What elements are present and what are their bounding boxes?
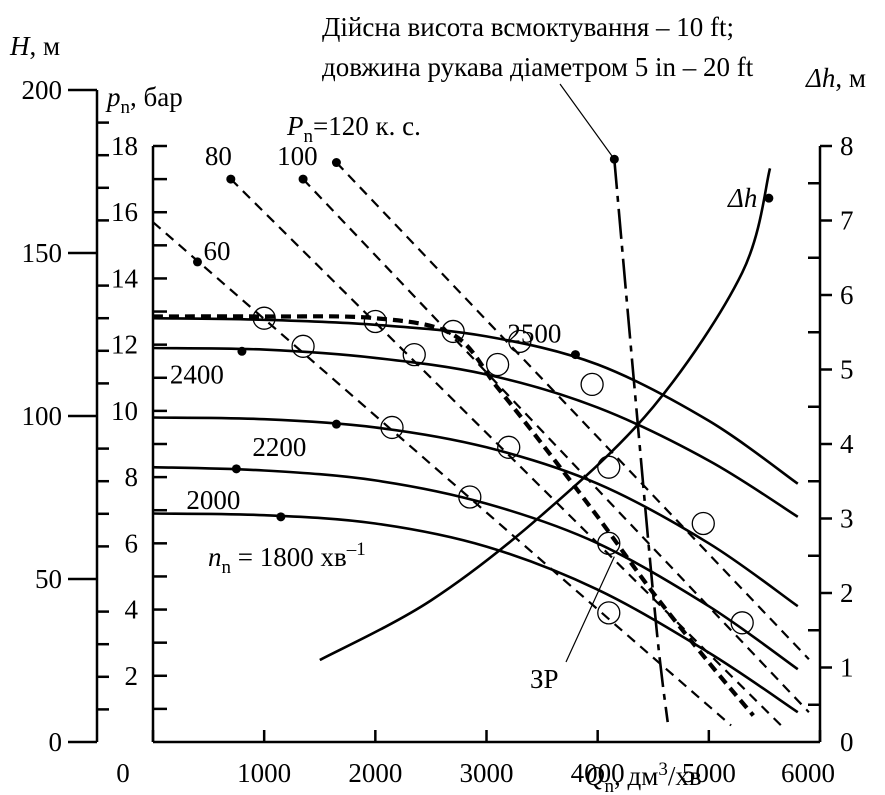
operating-point-circle	[497, 435, 521, 459]
dh-tick-label: 7	[840, 206, 854, 236]
dh-tick-label: 1	[840, 653, 854, 683]
zp-label: ЗР	[530, 664, 559, 694]
y-axis-p-title: pn, бар	[105, 82, 183, 118]
x-tick-label: 3000	[460, 758, 514, 788]
operating-point-circle	[252, 306, 276, 330]
dh-tick-label: 4	[840, 429, 854, 459]
speed-curve-dot	[231, 464, 241, 474]
operating-point-circle	[597, 531, 621, 555]
p-tick-label: 14	[111, 263, 139, 293]
ticks-group: 0 1000 2000 3000 4000 5000 6000246810121416180…	[22, 75, 855, 788]
speed-curve-dot	[276, 512, 286, 522]
speed-curve-label: 2400	[170, 359, 224, 389]
power-line	[335, 161, 810, 660]
speed-curve	[152, 512, 799, 714]
x-tick-label: 6000	[781, 758, 835, 788]
p-tick-label: 16	[111, 197, 138, 227]
dh-tick-label: 0	[840, 727, 854, 757]
speed-curve	[152, 346, 799, 518]
operating-point-circle	[508, 329, 532, 354]
p-tick-label: 2	[125, 661, 139, 691]
operating-point-circle	[441, 319, 465, 344]
y-axis-h-title: H, м	[9, 31, 60, 61]
power-line-label: 60	[203, 236, 230, 266]
p-tick-label: 4	[125, 595, 139, 625]
speed-curve-label: 2000	[186, 485, 240, 515]
power-line-dot	[298, 174, 308, 184]
power-line	[152, 221, 732, 727]
axes-group	[68, 90, 822, 744]
operating-point-circle	[458, 485, 482, 509]
dh-tick-label: 6	[840, 280, 854, 310]
h-tick-label: 200	[22, 75, 63, 105]
operating-point-circle	[597, 601, 621, 625]
annotation-leader	[559, 83, 615, 160]
suction-limit-line	[613, 159, 669, 723]
speed-label-1800: nn = 1800 хв–1	[208, 539, 366, 578]
p-tick-label: 12	[111, 330, 138, 360]
operating-point-circle	[363, 309, 387, 334]
operating-point-circle	[291, 334, 315, 358]
x-tick-label: 5000	[682, 758, 736, 788]
h-tick-label: 50	[35, 564, 62, 594]
speed-curve-dot	[570, 350, 580, 360]
speed-curve	[152, 416, 799, 608]
zp-leader	[565, 556, 615, 663]
operating-point-circle	[380, 415, 404, 440]
speed-curve	[152, 465, 799, 671]
power-label-120: Pn=120 к. с.	[286, 111, 421, 147]
p-tick-label: 8	[125, 462, 139, 492]
zp-curve	[152, 314, 755, 717]
operating-point-circle	[730, 611, 754, 635]
speed-curve-label: 2200	[252, 432, 306, 462]
dh-tick-label: 8	[840, 131, 854, 161]
dh-tick-label: 3	[840, 504, 854, 534]
annotation-line-2: довжина рукава діаметром 5 in – 20 ft	[322, 52, 754, 82]
power-line-label: 100	[277, 141, 318, 171]
power-line	[230, 178, 782, 727]
dh-curve-dot	[764, 193, 774, 203]
data-group: 60 80 100 2000 2200 2400 2500	[152, 83, 810, 727]
dh-curve	[319, 168, 772, 662]
speed-curve-dot	[237, 346, 247, 356]
dh-tick-label: 5	[840, 355, 854, 385]
h-tick-label: 150	[22, 238, 63, 268]
annotation-line-1: Дійсна висота всмоктування – 10 ft;	[322, 12, 734, 42]
operating-point-circle	[597, 455, 621, 479]
speed-curve	[152, 316, 799, 485]
dh-curve-label: Δh	[727, 183, 757, 213]
power-line-dot	[192, 257, 202, 267]
speed-curve-dot	[331, 419, 341, 429]
y-axis-dh-title: Δh, м	[805, 63, 866, 93]
x-tick-label: 0	[116, 758, 130, 788]
operating-point-circle	[485, 352, 510, 377]
power-line-dot	[226, 174, 236, 184]
dh-tick-label: 2	[840, 578, 854, 608]
p-tick-label: 18	[111, 131, 138, 161]
x-tick-label: 1000	[237, 758, 291, 788]
operating-point-circle	[402, 342, 426, 367]
h-tick-label: 0	[49, 727, 63, 757]
operating-point-circle	[691, 511, 715, 536]
power-line-dot	[331, 158, 341, 168]
speed-curve-label: 2500	[507, 319, 561, 349]
p-tick-label: 10	[111, 396, 138, 426]
p-tick-label: 6	[125, 528, 139, 558]
h-tick-label: 100	[22, 401, 63, 431]
x-axis-title: Qn, дм3/хв	[585, 759, 702, 795]
operating-point-circle	[580, 372, 604, 397]
power-line	[302, 178, 810, 713]
power-line-label: 80	[205, 141, 232, 171]
x-tick-label: 4000	[571, 758, 625, 788]
x-tick-label: 2000	[348, 758, 402, 788]
